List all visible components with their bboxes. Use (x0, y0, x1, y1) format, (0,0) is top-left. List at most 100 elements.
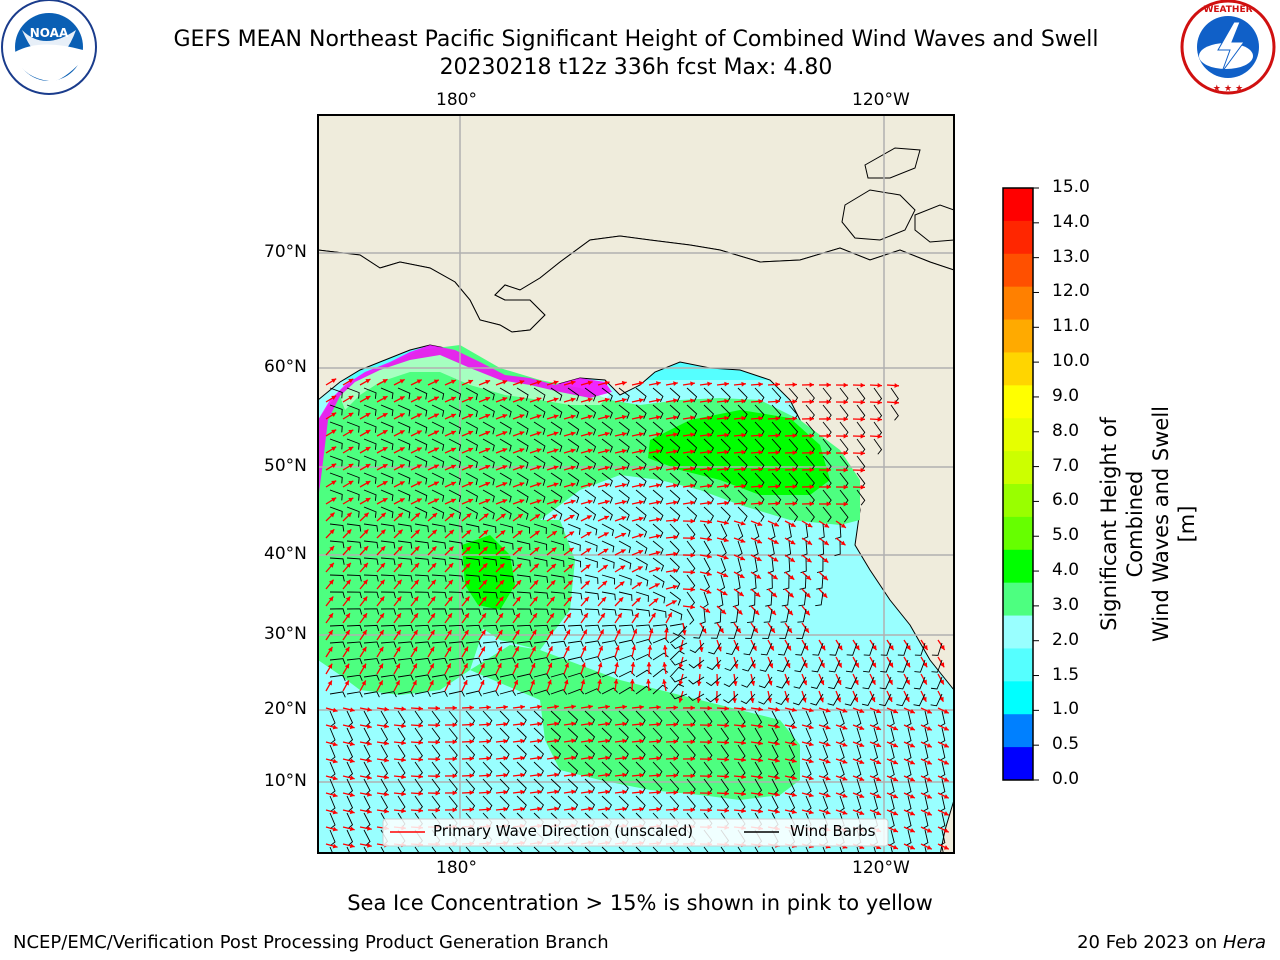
date-text: 20 Feb 2023 on Hera (1077, 932, 1266, 953)
wind-barb (652, 557, 665, 572)
wind-barb (839, 710, 845, 728)
wave-arrow-head (584, 580, 590, 586)
wave-arrow-head (723, 537, 729, 543)
wave-arrow-head (401, 740, 406, 746)
wave-arrow-head (485, 413, 491, 419)
wave-arrow-head (503, 772, 508, 778)
wave-arrow-head (859, 776, 865, 781)
wave-arrow-head (570, 414, 576, 420)
wave-arrow-head (603, 515, 609, 521)
wave-arrow-head (481, 629, 486, 635)
wave-arrow-head (367, 707, 372, 712)
wind-barb (669, 438, 681, 454)
wind-barb (839, 506, 849, 523)
wave-arrow-head (843, 484, 848, 490)
wind-barb (414, 472, 428, 485)
wind-barb (888, 761, 895, 778)
wave-arrow-head (775, 399, 780, 404)
wave-arrow-head (331, 395, 337, 401)
wave-arrow-head (773, 522, 779, 527)
wave-arrow-head (537, 789, 542, 795)
wave-arrow-head (673, 432, 678, 438)
wind-barb (635, 540, 648, 554)
wave-arrow-head (741, 398, 746, 404)
wave-arrow-head (365, 413, 371, 418)
wind-barb (414, 489, 428, 502)
wind-barb (482, 421, 495, 435)
wave-arrow-head (909, 845, 915, 850)
wind-barb (414, 641, 431, 648)
wind-barb (922, 744, 929, 761)
wind-barb (805, 846, 810, 853)
wind-barb (618, 624, 635, 631)
colorbar-tick-label: 6.0 (1052, 490, 1080, 511)
wave-arrow-head (706, 571, 712, 577)
wave-arrow-head (537, 704, 542, 710)
wind-barb (533, 608, 549, 616)
wave-arrow-head (615, 645, 620, 651)
wind-barb (855, 778, 862, 796)
wave-arrow-head (646, 662, 652, 667)
wave-arrow-head (367, 792, 372, 797)
wave-arrow-head (329, 512, 335, 518)
wave-arrow-head (808, 792, 814, 798)
colorbar-swatch (1003, 648, 1033, 682)
wave-arrow-head (617, 613, 622, 619)
wave-arrow-head (397, 546, 403, 552)
wave-arrow-head (690, 449, 695, 455)
wave-arrow-head (413, 596, 419, 602)
wind-barb (862, 676, 875, 690)
wave-arrow-head (790, 522, 796, 527)
wave-arrow-head (435, 790, 440, 796)
colorbar-tick-label: 7.0 (1052, 455, 1080, 476)
wave-arrow-head (775, 707, 780, 712)
wind-barb (550, 689, 568, 695)
wave-arrow-head (790, 539, 796, 545)
wave-arrow-head (758, 723, 763, 729)
wind-barb (758, 693, 773, 705)
wind-barb (812, 642, 824, 656)
wind-barb (465, 472, 478, 486)
wind-barb (550, 608, 566, 616)
wave-arrow-head (741, 774, 746, 780)
wind-barb (811, 659, 824, 673)
wind-barb (329, 557, 345, 565)
wind-barb (669, 387, 681, 403)
wave-arrow-head (588, 755, 593, 761)
wave-arrow-head (553, 431, 559, 436)
wave-arrow-head (673, 773, 678, 779)
wave-arrow-head (361, 680, 366, 686)
wind-barb (890, 846, 894, 853)
wave-arrow-head (854, 662, 859, 668)
wind-barb (703, 557, 711, 574)
wave-arrow-head (792, 484, 797, 490)
wind-barb (533, 421, 546, 435)
wind-barb (652, 684, 668, 695)
wave-arrow-head (887, 696, 893, 702)
wave-arrow-head (550, 580, 556, 586)
wave-arrow-head (463, 680, 468, 686)
wave-arrow-head (537, 772, 542, 778)
colorbar-tick-label: 15.0 (1052, 177, 1090, 197)
wave-arrow-head (622, 704, 627, 710)
wave-arrow-head (758, 381, 763, 387)
wind-barb (652, 668, 669, 678)
wind-barb (516, 523, 530, 534)
wave-arrow-head (479, 680, 485, 686)
wind-barb (635, 591, 649, 602)
wave-arrow-head (569, 515, 575, 520)
wave-arrow-head (870, 697, 876, 702)
wind-barb (465, 641, 482, 648)
wave-arrow-head (739, 555, 745, 561)
wave-arrow-head (723, 555, 729, 560)
wind-barb (669, 846, 676, 853)
wind-barb (346, 691, 363, 698)
wind-barb (363, 387, 377, 399)
wave-arrow-head (520, 738, 525, 744)
wave-arrow-head (465, 546, 471, 552)
wind-barb (618, 506, 630, 521)
wind-barb (888, 795, 895, 812)
wind-barb (329, 624, 346, 632)
wave-arrow-head (621, 414, 627, 420)
wind-barb (465, 657, 482, 664)
